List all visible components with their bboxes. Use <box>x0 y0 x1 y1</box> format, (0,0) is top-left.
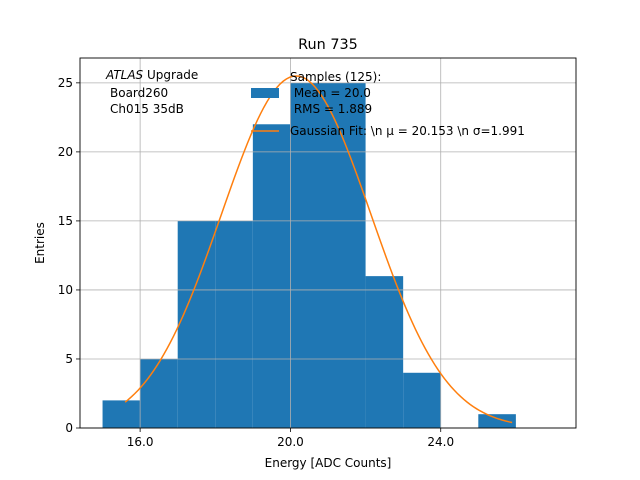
bars-layer <box>102 82 516 429</box>
y-tick-label-2: 10 <box>58 283 73 297</box>
legend-samples-line-1: Samples (125): <box>290 70 381 84</box>
legend: Samples (125): Mean = 20.0 RMS = 1.889 G… <box>251 70 525 138</box>
atlas-label-italic: ATLAS <box>105 68 144 82</box>
histogram-bar-0 <box>102 400 141 428</box>
histogram-bar-5 <box>290 82 328 428</box>
histogram-bar-3 <box>215 220 253 428</box>
histogram-bar-7 <box>365 276 404 428</box>
x-axis-label: Energy [ADC Counts] <box>265 456 392 470</box>
y-tick-label-3: 15 <box>58 214 73 228</box>
legend-fit-label: Gaussian Fit: \n μ = 20.153 \n σ=1.991 <box>290 124 525 138</box>
histogram-bar-8 <box>403 372 441 428</box>
atlas-label: ATLAS Upgrade <box>105 68 198 82</box>
ticks-layer: 16.0 20.0 24.0 0 5 10 15 20 25 <box>58 76 454 449</box>
atlas-label-rest: Upgrade <box>143 68 198 82</box>
y-tick-label-1: 5 <box>65 352 73 366</box>
x-tick-label-2: 24.0 <box>427 435 454 449</box>
channel-label: Ch015 35dB <box>110 102 184 116</box>
legend-samples-line-3: RMS = 1.889 <box>290 102 372 116</box>
board-label: Board260 <box>110 86 168 100</box>
fit-layer <box>124 75 513 424</box>
y-tick-label-0: 0 <box>65 421 73 435</box>
histogram-bar-6 <box>328 82 366 428</box>
chart-title: Run 735 <box>298 37 358 53</box>
y-axis-label: Entries <box>33 222 47 264</box>
histogram-bar-4 <box>252 124 291 429</box>
y-tick-label-5: 25 <box>58 76 73 90</box>
histogram-bar-1 <box>140 358 178 428</box>
x-tick-label-0: 16.0 <box>127 435 154 449</box>
plot-frame <box>79 57 577 429</box>
histogram-bar-2 <box>177 220 216 428</box>
legend-samples-line-2: Mean = 20.0 <box>290 86 371 100</box>
gaussian-fit-curve <box>124 75 513 424</box>
histogram-bar-10 <box>478 414 516 428</box>
x-tick-label-1: 20.0 <box>277 435 304 449</box>
y-tick-label-4: 20 <box>58 145 73 159</box>
legend-patch-swatch <box>251 88 279 98</box>
